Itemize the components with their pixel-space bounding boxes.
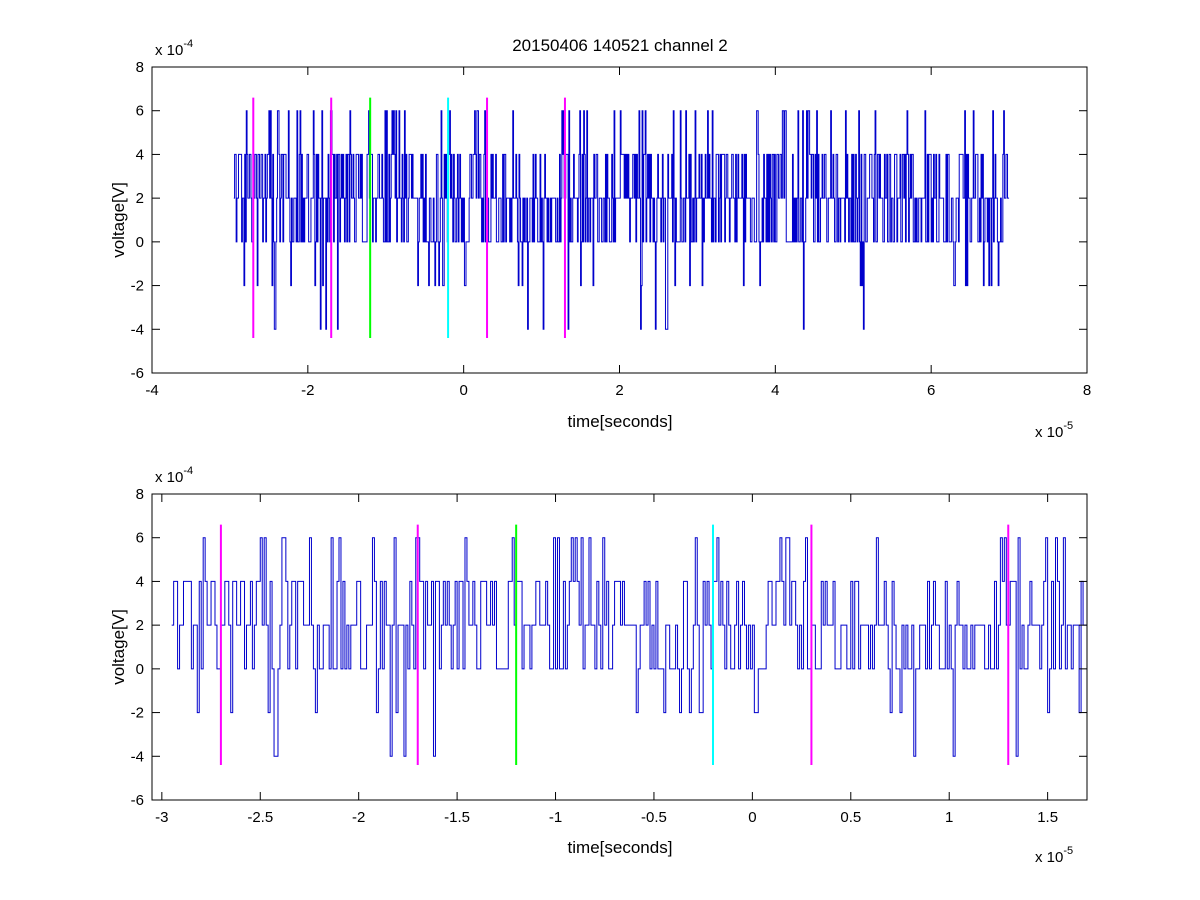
x-tick-label: -1: [549, 809, 562, 826]
x-tick-label: -0.5: [641, 809, 667, 826]
x-ticks: -3 -2.5 -2 -1.5 -1 -0.5 0 0.5 1 1.5: [155, 494, 1058, 826]
y-tick-label: 0: [136, 661, 144, 678]
marker-lines-layer: [252, 97, 566, 339]
x-tick-label: -3: [155, 809, 168, 826]
x-tick-label: 0.5: [840, 809, 861, 826]
x-tick-label: -4: [145, 382, 158, 399]
y-tick-label: 6: [136, 530, 144, 547]
axes-box: [151, 493, 1088, 801]
x-tick-label: 0: [459, 382, 467, 399]
x-tick-label: 1: [945, 809, 953, 826]
x-tick-label: -1.5: [444, 809, 470, 826]
signal-trace-layer: [171, 537, 1088, 757]
x-tick-label: -2: [301, 382, 314, 399]
x-axis-label: time[seconds]: [568, 412, 673, 431]
y-tick-label: -6: [131, 792, 144, 809]
signal-trace: [233, 110, 1010, 330]
x-tick-label: 1.5: [1037, 809, 1058, 826]
x-tick-label: 6: [927, 382, 935, 399]
y-tick-label: 4: [136, 146, 144, 163]
y-exponent: x 10-4: [155, 38, 193, 59]
y-tick-label: 8: [136, 486, 144, 503]
y-tick-label: 6: [136, 103, 144, 120]
y-exponent-base: x 10: [155, 42, 183, 59]
x-exponent-power: -5: [1063, 845, 1073, 857]
x-tick-label: -2.5: [247, 809, 273, 826]
y-tick-label: -4: [131, 321, 144, 338]
y-tick-label: 2: [136, 190, 144, 207]
x-exponent-base: x 10: [1035, 849, 1063, 866]
y-tick-label: 2: [136, 617, 144, 634]
x-exponent: x 10-5: [1035, 420, 1073, 441]
y-axis-label: voltage[V]: [109, 182, 128, 258]
x-exponent: x 10-5: [1035, 845, 1073, 866]
y-exponent: x 10-4: [155, 465, 193, 486]
x-exponent-power: -5: [1063, 420, 1073, 432]
y-exponent-power: -4: [183, 465, 193, 477]
x-axis-label: time[seconds]: [568, 838, 673, 857]
marker-lines-layer: [219, 524, 1010, 766]
y-axis-label: voltage[V]: [109, 609, 128, 685]
x-ticks: -4 -2 0 2 4 6 8: [145, 67, 1091, 399]
x-tick-label: 4: [771, 382, 779, 399]
y-exponent-base: x 10: [155, 469, 183, 486]
signal-trace: [171, 537, 1088, 757]
x-tick-label: 8: [1083, 382, 1091, 399]
x-tick-label: 0: [748, 809, 756, 826]
bottom-subplot: -3 -2.5 -2 -1.5 -1 -0.5 0 0.5 1 1.5 -6 -4 -2 0 2 4 6 8 t…: [109, 465, 1088, 866]
top-subplot: 20150406 140521 channel 2 -4 -2 0 2 4 6 8 -6-4…: [109, 36, 1091, 441]
chart-title: 20150406 140521 channel 2: [512, 36, 728, 55]
y-exponent-power: -4: [183, 38, 193, 50]
x-tick-label: 2: [615, 382, 623, 399]
x-exponent-base: x 10: [1035, 424, 1063, 441]
y-ticks: -6 -4 -2 0 2 4 6 8: [131, 486, 1087, 809]
y-tick-label: 0: [136, 234, 144, 251]
y-tick-label: 8: [136, 59, 144, 76]
y-tick-label: 4: [136, 573, 144, 590]
y-tick-label: -6: [131, 365, 144, 382]
y-ticks: -6 -4 -2 0 2 4 6 8: [131, 59, 1087, 382]
y-tick-label: -4: [131, 748, 144, 765]
y-tick-label: -2: [131, 278, 144, 295]
y-tick-label: -2: [131, 705, 144, 722]
x-tick-label: -2: [352, 809, 365, 826]
signal-trace-layer: [233, 110, 1010, 330]
